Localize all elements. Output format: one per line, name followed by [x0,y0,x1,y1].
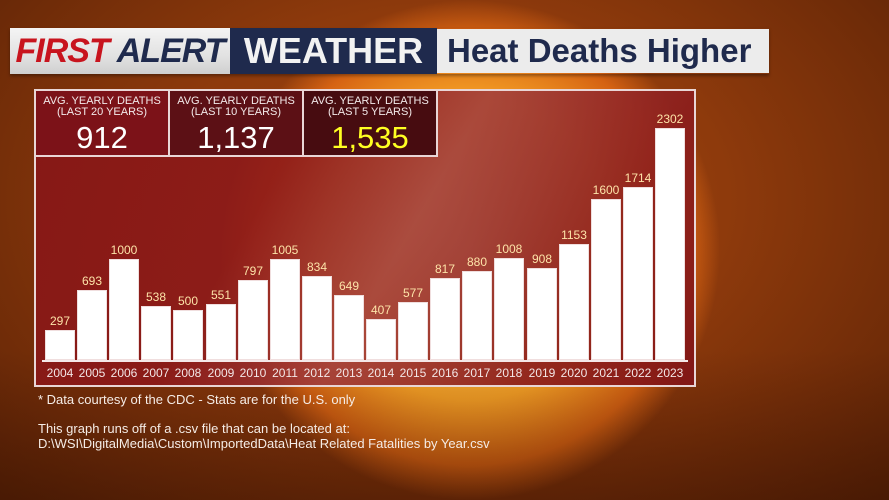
stat-label-line1: AVG. YEARLY DEATHS [43,95,161,107]
csv-path: D:\WSI\DigitalMedia\Custom\ImportedData\… [38,436,490,451]
x-tick-label: 2019 [528,366,556,380]
stat-label-line2: (LAST 10 YEARS) [190,106,282,118]
bar-value-label: 693 [81,274,103,288]
bar-2023 [655,128,685,360]
x-tick-label: 2011 [272,366,298,380]
stat-label-line1: AVG. YEARLY DEATHS [311,95,429,107]
bar-value-label: 817 [434,262,456,276]
x-tick-label: 2022 [624,366,652,380]
bar-value-label: 1600 [592,183,620,197]
bar-2013 [334,295,364,360]
bar-2016 [430,278,460,360]
x-tick-label: 2023 [656,366,684,380]
x-axis-line [42,360,688,362]
x-tick-label: 2014 [367,366,395,380]
stat-label: AVG. YEARLY DEATHS (LAST 10 YEARS) [170,96,302,118]
bar-2014 [366,319,396,360]
x-tick-label: 2016 [431,366,459,380]
x-tick-label: 2006 [110,366,138,380]
bar-value-label: 834 [306,260,328,274]
x-tick-label: 2021 [592,366,620,380]
stat-avg-20-years: AVG. YEARLY DEATHS (LAST 20 YEARS) 912 [36,91,170,157]
bar-2021 [591,199,621,360]
x-tick-label: 2012 [303,366,331,380]
x-tick-label: 2008 [174,366,202,380]
bar-2012 [302,276,332,360]
brand-logo: FIRST ALERT [10,28,230,74]
bar-chart: 297 2004 693 2005 1000 2006 538 2007 500 2008 551 2… [36,91,694,385]
bar-2010 [238,280,268,360]
source-note: * Data courtesy of the CDC - Stats are f… [38,392,356,407]
bar-value-label: 797 [242,264,264,278]
stat-value: 1,137 [197,120,275,155]
x-tick-label: 2004 [46,366,74,380]
x-tick-label: 2010 [239,366,267,380]
bar-2006 [109,259,139,360]
page-title: Heat Deaths Higher [437,29,769,73]
csv-note: This graph runs off of a .csv file that … [38,421,350,436]
bar-value-label: 649 [338,279,360,293]
bar-2011 [270,259,300,360]
stat-avg-10-years: AVG. YEARLY DEATHS (LAST 10 YEARS) 1,137 [170,91,304,157]
bar-value-label: 1714 [624,171,652,185]
x-tick-label: 2018 [495,366,523,380]
stat-value: 912 [76,120,128,155]
bar-2022 [623,187,653,360]
brand-first: FIRST [15,31,110,70]
brand-alert: ALERT [116,31,226,70]
stat-label-line2: (LAST 5 YEARS) [328,106,412,118]
bar-value-label: 880 [466,255,488,269]
bar-2018 [494,258,524,360]
bar-value-label: 407 [370,303,392,317]
bar-2005 [77,290,107,360]
bar-value-label: 297 [49,314,71,328]
bar-2009 [206,304,236,360]
stat-label: AVG. YEARLY DEATHS (LAST 20 YEARS) [36,96,168,118]
bar-value-label: 1153 [561,228,587,242]
bar-value-label: 538 [145,290,167,304]
brand-weather: WEATHER [230,28,437,74]
bar-2020 [559,244,589,360]
bar-value-label: 500 [177,294,199,308]
stat-label: AVG. YEARLY DEATHS (LAST 5 YEARS) [304,96,436,118]
x-tick-label: 2015 [399,366,427,380]
bar-value-label: 2302 [656,112,684,126]
x-tick-label: 2005 [78,366,106,380]
x-tick-label: 2020 [560,366,588,380]
bar-value-label: 908 [531,252,553,266]
stat-label-line2: (LAST 20 YEARS) [56,106,148,118]
x-tick-label: 2009 [207,366,235,380]
stat-label-line1: AVG. YEARLY DEATHS [177,95,295,107]
x-tick-label: 2007 [142,366,170,380]
x-tick-label: 2017 [463,366,491,380]
bar-value-label: 577 [402,286,424,300]
bar-2004 [45,330,75,360]
stat-value: 1,535 [331,120,409,155]
chart-panel: 297 2004 693 2005 1000 2006 538 2007 500 2008 551 2… [34,89,696,387]
bar-value-label: 1008 [495,242,523,256]
summary-stats: AVG. YEARLY DEATHS (LAST 20 YEARS) 912 A… [36,91,438,157]
x-tick-label: 2013 [335,366,363,380]
bar-value-label: 551 [210,288,232,302]
stat-avg-5-years: AVG. YEARLY DEATHS (LAST 5 YEARS) 1,535 [304,91,438,157]
bar-2015 [398,302,428,360]
bar-2017 [462,271,492,360]
bar-value-label: 1000 [110,243,138,257]
bar-2008 [173,310,203,360]
title-banner: FIRST ALERT WEATHER Heat Deaths Higher [10,28,769,74]
bar-2019 [527,268,557,360]
bar-2007 [141,306,171,360]
bar-value-label: 1005 [271,243,299,257]
